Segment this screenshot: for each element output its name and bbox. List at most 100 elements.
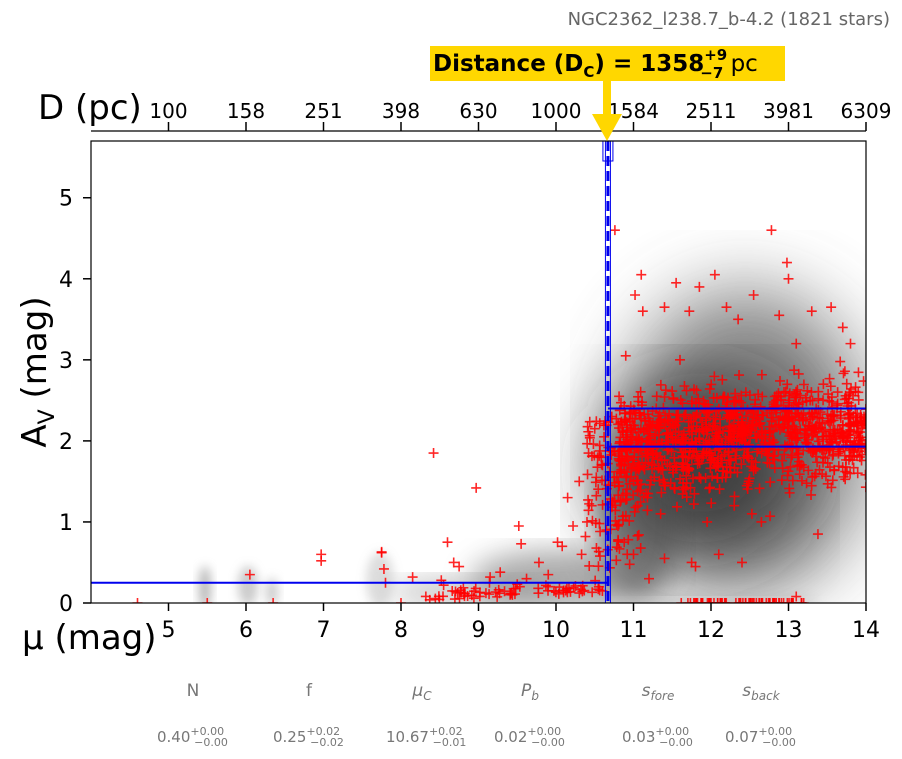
x-tick-label: 9 bbox=[472, 618, 486, 643]
top-tick-label: 251 bbox=[304, 99, 342, 123]
star-point bbox=[833, 448, 844, 459]
star-point bbox=[764, 598, 775, 603]
star-point bbox=[741, 427, 752, 438]
star-point bbox=[680, 483, 691, 494]
star-point bbox=[822, 440, 833, 451]
star-point bbox=[750, 463, 761, 474]
star-point bbox=[735, 431, 746, 442]
star-point bbox=[853, 367, 864, 378]
star-point bbox=[801, 396, 812, 407]
star-point bbox=[766, 412, 777, 423]
star-point bbox=[787, 450, 798, 461]
param-name: f bbox=[306, 681, 313, 701]
star-point bbox=[508, 583, 519, 594]
top-tick-label: 100 bbox=[149, 99, 187, 123]
star-point bbox=[721, 598, 732, 603]
star-point bbox=[784, 430, 795, 441]
x-tick-label: 14 bbox=[852, 618, 880, 643]
star-point bbox=[493, 584, 504, 595]
star-point bbox=[704, 421, 715, 432]
star-point bbox=[784, 395, 795, 406]
star-point bbox=[806, 306, 817, 317]
top-tick-label: 1000 bbox=[531, 99, 582, 123]
star-point bbox=[763, 598, 774, 603]
star-point bbox=[796, 410, 807, 421]
star-point bbox=[841, 378, 852, 389]
star-point bbox=[722, 397, 733, 408]
param-name: sfore bbox=[642, 681, 675, 703]
star-point bbox=[454, 593, 465, 603]
star-point bbox=[782, 598, 793, 603]
star-point bbox=[654, 475, 665, 486]
star-point bbox=[734, 598, 745, 603]
top-axis-title: D (pc) bbox=[38, 88, 142, 128]
star-point bbox=[837, 432, 848, 443]
star-point bbox=[761, 598, 772, 603]
star-point bbox=[755, 401, 766, 412]
star-point bbox=[828, 424, 839, 435]
star-point bbox=[633, 433, 644, 444]
star-point bbox=[611, 471, 622, 482]
star-point bbox=[746, 598, 757, 603]
star-point bbox=[808, 443, 819, 454]
star-point bbox=[655, 451, 666, 462]
star-point bbox=[754, 598, 765, 603]
star-point bbox=[630, 290, 641, 300]
star-points bbox=[132, 225, 866, 603]
star-point bbox=[591, 543, 602, 554]
star-point bbox=[533, 557, 544, 568]
top-tick-label: 3981 bbox=[763, 99, 814, 123]
star-point bbox=[671, 414, 682, 425]
star-point bbox=[736, 459, 747, 470]
star-point bbox=[675, 395, 686, 406]
star-point bbox=[807, 472, 818, 483]
star-point bbox=[396, 598, 406, 603]
model-lines bbox=[91, 140, 866, 603]
star-point bbox=[694, 455, 705, 466]
star-point bbox=[770, 598, 781, 603]
star-point bbox=[656, 487, 667, 498]
star-point bbox=[316, 555, 327, 566]
star-point bbox=[784, 598, 795, 603]
star-point bbox=[743, 439, 754, 450]
star-point bbox=[787, 420, 798, 431]
star-point bbox=[717, 374, 728, 385]
star-point bbox=[791, 591, 802, 602]
star-point bbox=[665, 478, 676, 489]
star-point bbox=[728, 396, 739, 407]
star-point bbox=[593, 484, 604, 495]
y-axis-title: AV (mag) bbox=[15, 296, 60, 447]
star-point bbox=[672, 416, 683, 427]
star-point bbox=[711, 428, 722, 439]
x-tick-label: 5 bbox=[162, 618, 176, 643]
star-point bbox=[753, 389, 764, 400]
star-point bbox=[691, 410, 702, 421]
star-point bbox=[462, 590, 473, 601]
star-point bbox=[791, 397, 802, 408]
star-point bbox=[680, 452, 691, 463]
star-point bbox=[583, 505, 594, 516]
star-point bbox=[779, 440, 790, 451]
star-point bbox=[719, 449, 730, 460]
star-point bbox=[782, 379, 793, 390]
star-point bbox=[852, 428, 863, 439]
star-point bbox=[845, 338, 856, 349]
star-point bbox=[202, 598, 213, 603]
star-point bbox=[765, 511, 776, 522]
star-point bbox=[813, 393, 824, 404]
star-point bbox=[644, 479, 655, 490]
star-point bbox=[675, 354, 685, 365]
star-point bbox=[744, 473, 755, 484]
star-point bbox=[844, 389, 855, 400]
star-point bbox=[713, 549, 724, 560]
star-point bbox=[580, 531, 591, 542]
star-point bbox=[687, 473, 698, 484]
star-point bbox=[613, 521, 623, 531]
top-distance-axis: 100 158 251 398 630 1000 1584 2511 3981 6309 bbox=[91, 99, 891, 132]
star-point bbox=[818, 395, 829, 406]
star-point bbox=[655, 379, 666, 390]
star-point bbox=[774, 598, 785, 603]
star-point bbox=[768, 451, 779, 462]
star-point bbox=[649, 460, 660, 471]
star-point bbox=[793, 448, 804, 459]
